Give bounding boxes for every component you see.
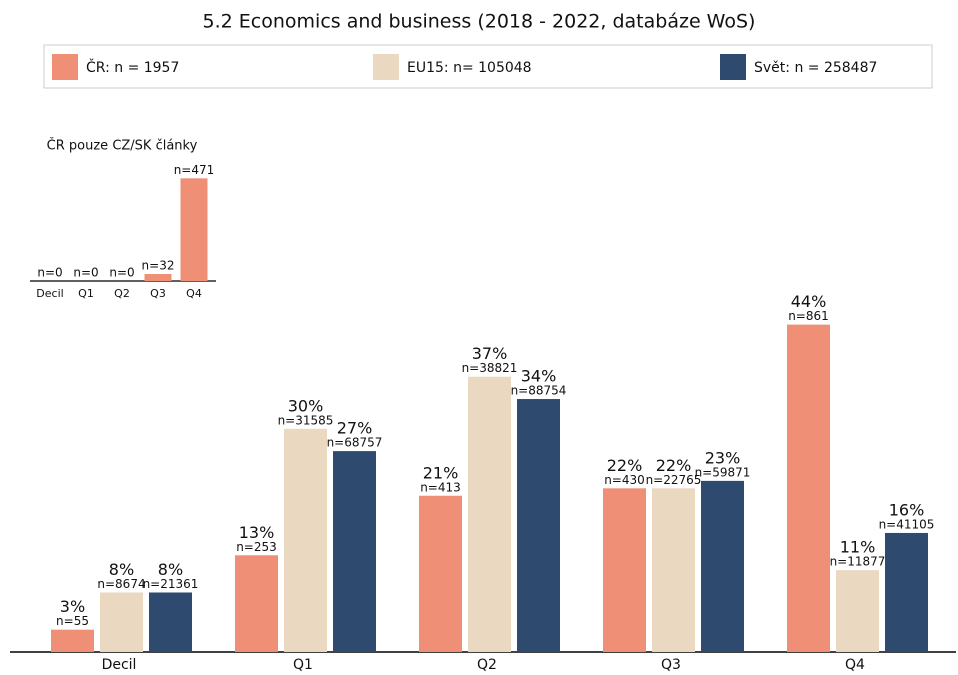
n-label: n=68757 xyxy=(327,436,383,450)
n-label: n=21361 xyxy=(143,577,199,591)
inset-bar xyxy=(180,178,208,281)
inset-value-label: n=0 xyxy=(73,266,98,280)
bar xyxy=(235,555,278,652)
legend-label: ČR: n = 1957 xyxy=(86,58,179,76)
value-label: 21% xyxy=(423,463,459,482)
bar xyxy=(419,495,462,652)
bar xyxy=(468,376,511,652)
legend-label: EU15: n= 105048 xyxy=(407,60,532,76)
bar xyxy=(149,592,192,652)
n-label: n=22765 xyxy=(646,473,702,487)
bar xyxy=(51,629,94,652)
legend-swatch xyxy=(373,54,399,80)
value-label: 22% xyxy=(607,456,643,475)
legend-swatch xyxy=(52,54,78,80)
n-label: n=88754 xyxy=(511,384,567,398)
inset-x-tick-label: Q3 xyxy=(150,287,166,300)
value-label: 22% xyxy=(656,456,692,475)
inset-bar xyxy=(144,274,172,281)
x-tick-label: Q3 xyxy=(661,657,681,673)
bar xyxy=(284,428,327,652)
n-label: n=253 xyxy=(236,540,277,554)
legend-box xyxy=(43,44,933,89)
value-label: 11% xyxy=(840,538,876,557)
bar xyxy=(701,480,744,652)
inset-value-label: n=0 xyxy=(37,266,62,280)
n-label: n=8674 xyxy=(97,577,145,591)
value-label: 8% xyxy=(109,560,134,579)
inset-value-label: n=32 xyxy=(142,259,175,273)
bar xyxy=(603,488,646,652)
x-tick-label: Decil xyxy=(102,657,137,673)
n-label: n=38821 xyxy=(462,361,518,375)
inset-x-tick-label: Decil xyxy=(36,287,63,300)
value-label: 3% xyxy=(60,597,85,616)
n-label: n=55 xyxy=(56,614,89,628)
n-label: n=31585 xyxy=(278,413,334,427)
inset-x-tick-label: Q1 xyxy=(78,287,94,300)
value-label: 27% xyxy=(337,419,373,438)
n-label: n=861 xyxy=(788,309,829,323)
legend-label: Svět: n = 258487 xyxy=(754,60,877,76)
value-label: 13% xyxy=(239,523,275,542)
value-label: 30% xyxy=(288,396,324,415)
n-label: n=59871 xyxy=(695,465,751,479)
value-label: 8% xyxy=(158,560,183,579)
x-tick-label: Q4 xyxy=(845,657,865,673)
value-label: 37% xyxy=(472,344,508,363)
n-label: n=41105 xyxy=(879,517,935,531)
chart-title: 5.2 Economics and business (2018 - 2022,… xyxy=(203,11,756,33)
n-label: n=430 xyxy=(604,473,645,487)
inset-x-tick-label: Q2 xyxy=(114,287,130,300)
value-label: 16% xyxy=(889,500,925,519)
legend-swatch xyxy=(720,54,746,80)
n-label: n=11877 xyxy=(830,555,886,569)
bar xyxy=(787,324,830,652)
bar xyxy=(333,451,376,652)
value-label: 44% xyxy=(791,292,827,311)
inset-value-label: n=0 xyxy=(109,266,134,280)
bar xyxy=(836,570,879,652)
inset-value-label: n=471 xyxy=(174,163,215,177)
x-tick-label: Q1 xyxy=(293,657,313,673)
bar xyxy=(652,488,695,652)
bar xyxy=(885,532,928,652)
bar xyxy=(100,592,143,652)
bar xyxy=(517,399,560,652)
value-label: 23% xyxy=(705,448,741,467)
value-label: 34% xyxy=(521,367,557,386)
inset-x-tick-label: Q4 xyxy=(186,287,202,300)
x-tick-label: Q2 xyxy=(477,657,497,673)
inset-title: ČR pouze CZ/SK články xyxy=(47,138,198,154)
n-label: n=413 xyxy=(420,480,461,494)
